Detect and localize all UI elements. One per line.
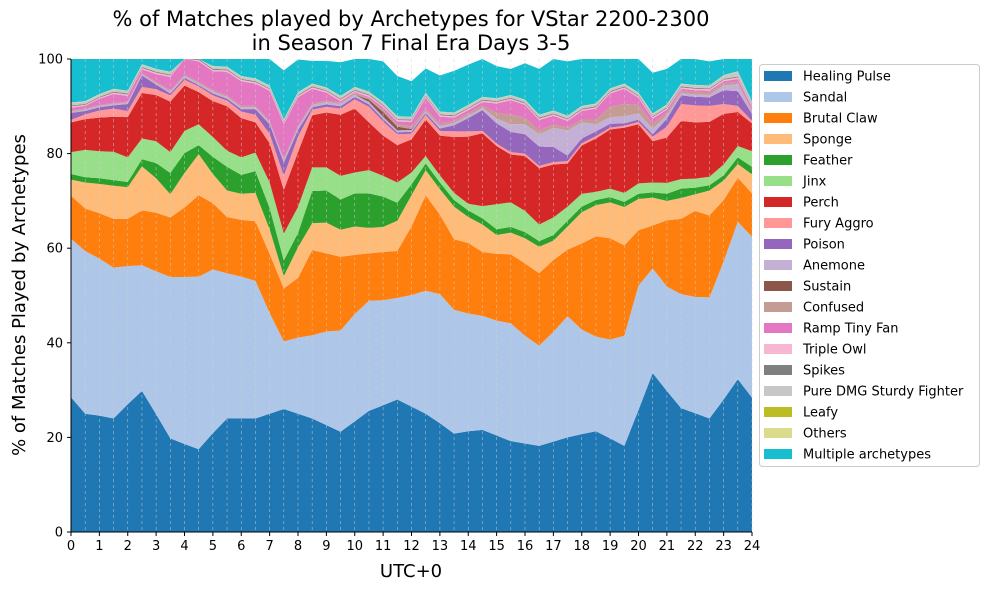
y-axis-title: % of Matches Played by Archetypes bbox=[9, 134, 30, 456]
legend-label: Feather bbox=[803, 154, 853, 169]
legend-label: Sandal bbox=[803, 91, 847, 106]
area-series-9 bbox=[71, 74, 752, 163]
legend-label: Others bbox=[803, 427, 847, 442]
legend-label: Poison bbox=[803, 238, 845, 253]
legend-swatch bbox=[764, 428, 792, 438]
x-tick-label: 0 bbox=[67, 539, 75, 554]
area-series-7 bbox=[71, 79, 752, 191]
x-tick-label: 19 bbox=[602, 539, 619, 554]
legend-label: Sustain bbox=[803, 280, 851, 295]
legend-label: Healing Pulse bbox=[803, 70, 891, 85]
y-tick-label: 20 bbox=[46, 431, 63, 446]
legend-swatch bbox=[764, 302, 792, 312]
area-series-2 bbox=[71, 177, 752, 346]
legend-label: Ramp Tiny Fan bbox=[803, 322, 898, 337]
legend-swatch bbox=[764, 239, 792, 249]
area-series-5 bbox=[71, 124, 752, 261]
axes: 0 1 2 3 4 5 6 7 8 9 10 11 12 13 14 15 16 17 18 19 20 21 22 23 24… bbox=[38, 53, 760, 555]
legend-swatch bbox=[764, 386, 792, 396]
x-tick-label: 8 bbox=[294, 539, 302, 554]
x-tick-label: 13 bbox=[432, 539, 449, 554]
x-tick-label: 7 bbox=[265, 539, 273, 554]
grid-lines bbox=[70, 59, 753, 532]
legend-swatch bbox=[764, 92, 792, 102]
x-tick-label: 11 bbox=[375, 539, 392, 554]
area-series-11 bbox=[71, 73, 752, 161]
x-tick-label: 17 bbox=[545, 539, 562, 554]
x-tick-label: 5 bbox=[209, 539, 217, 554]
x-tick-label: 24 bbox=[744, 539, 761, 554]
legend-swatch bbox=[764, 71, 792, 81]
legend-swatch bbox=[764, 449, 792, 459]
legend-label: Sponge bbox=[803, 133, 852, 148]
x-tick-label: 6 bbox=[237, 539, 245, 554]
y-tick-label: 80 bbox=[46, 147, 63, 162]
legend-swatch bbox=[764, 365, 792, 375]
legend-label: Leafy bbox=[803, 406, 838, 421]
area-series-6 bbox=[71, 85, 752, 234]
x-tick-label: 16 bbox=[517, 539, 534, 554]
legend-label: Fury Aggro bbox=[803, 217, 874, 232]
x-tick-label: 4 bbox=[180, 539, 188, 554]
legend-swatch bbox=[764, 407, 792, 417]
legend-swatch bbox=[764, 260, 792, 270]
legend-swatch bbox=[764, 155, 792, 165]
y-tick-label: 0 bbox=[55, 526, 63, 541]
x-axis-title: UTC+0 bbox=[380, 561, 442, 582]
x-tick-label: 2 bbox=[124, 539, 132, 554]
legend-label: Brutal Claw bbox=[803, 112, 878, 127]
y-tick-label: 40 bbox=[46, 336, 63, 351]
x-tick-label: 12 bbox=[403, 539, 420, 554]
y-tick-label: 60 bbox=[46, 242, 63, 257]
x-tick-label: 9 bbox=[322, 539, 330, 554]
chart-title-line-1: % of Matches played by Archetypes for VS… bbox=[113, 7, 710, 31]
legend-swatch bbox=[764, 134, 792, 144]
legend-swatch bbox=[764, 344, 792, 354]
x-tick-label: 21 bbox=[659, 539, 676, 554]
x-tick-label: 3 bbox=[152, 539, 160, 554]
legend-swatch bbox=[764, 281, 792, 291]
y-tick-label: 100 bbox=[38, 53, 63, 68]
legend-label: Multiple archetypes bbox=[803, 448, 931, 463]
legend-label: Confused bbox=[803, 301, 864, 316]
x-tick-label: 10 bbox=[346, 539, 363, 554]
x-tick-label: 18 bbox=[573, 539, 590, 554]
chart-title-line-2: in Season 7 Final Era Days 3-5 bbox=[252, 31, 571, 55]
legend-label: Jinx bbox=[802, 175, 827, 190]
legend-swatch bbox=[764, 323, 792, 333]
legend-label: Pure DMG Sturdy Fighter bbox=[803, 385, 964, 400]
legend-swatch bbox=[764, 176, 792, 186]
legend-label: Perch bbox=[803, 196, 839, 211]
area-series-13 bbox=[71, 59, 752, 125]
legend-swatch bbox=[764, 113, 792, 123]
legend-label: Anemone bbox=[803, 259, 865, 274]
chart-title: % of Matches played by Archetypes for VS… bbox=[113, 7, 710, 55]
x-tick-label: 14 bbox=[460, 539, 477, 554]
legend-swatch bbox=[764, 197, 792, 207]
legend-label: Spikes bbox=[803, 364, 845, 379]
legend-swatch bbox=[764, 218, 792, 228]
x-tick-label: 23 bbox=[715, 539, 732, 554]
legend-label: Triple Owl bbox=[802, 343, 866, 358]
x-tick-label: 1 bbox=[95, 539, 103, 554]
x-tick-label: 20 bbox=[630, 539, 647, 554]
x-tick-label: 15 bbox=[488, 539, 505, 554]
area-series-8 bbox=[71, 75, 752, 176]
area-series-4 bbox=[71, 145, 752, 277]
legend: Healing Pulse Sandal Brutal Claw Sponge Feat… bbox=[759, 64, 980, 467]
x-tick-label: 22 bbox=[687, 539, 704, 554]
legend-box bbox=[759, 64, 980, 467]
